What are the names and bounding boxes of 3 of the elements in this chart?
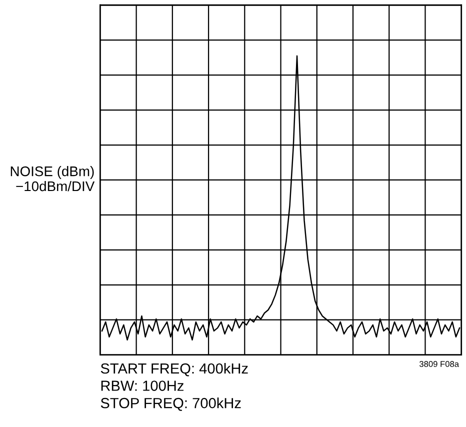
y-axis-title: NOISE (dBm) −10dBm/DIV xyxy=(10,166,95,192)
text: 3809 F08a xyxy=(419,361,460,367)
text: START FREQ: 400kHz RBW: 100Hz STOP FREQ: 700kHz xyxy=(100,362,248,411)
